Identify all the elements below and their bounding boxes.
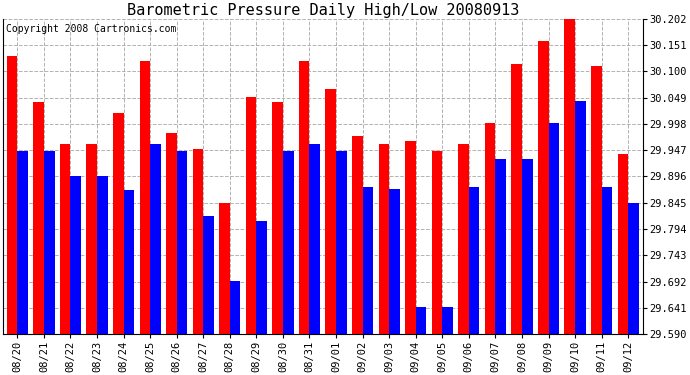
Bar — [60, 144, 70, 334]
Bar — [564, 17, 575, 334]
Bar — [522, 159, 533, 334]
Bar — [219, 203, 230, 334]
Bar — [44, 151, 55, 334]
Bar — [352, 136, 363, 334]
Bar — [166, 133, 177, 334]
Bar — [442, 307, 453, 334]
Bar — [150, 144, 161, 334]
Bar — [432, 151, 442, 334]
Bar — [538, 40, 549, 334]
Bar — [591, 66, 602, 334]
Bar — [326, 90, 336, 334]
Bar — [204, 216, 214, 334]
Bar — [379, 144, 389, 334]
Bar — [273, 102, 283, 334]
Bar — [458, 144, 469, 334]
Bar — [485, 123, 495, 334]
Bar — [602, 187, 612, 334]
Bar — [495, 159, 506, 334]
Bar — [336, 151, 346, 334]
Bar — [33, 102, 44, 334]
Bar — [363, 187, 373, 334]
Bar — [405, 141, 415, 334]
Bar — [389, 189, 400, 334]
Title: Barometric Pressure Daily High/Low 20080913: Barometric Pressure Daily High/Low 20080… — [126, 3, 519, 18]
Bar — [124, 190, 135, 334]
Bar — [193, 148, 204, 334]
Text: Copyright 2008 Cartronics.com: Copyright 2008 Cartronics.com — [6, 24, 177, 34]
Bar — [628, 203, 639, 334]
Bar — [511, 64, 522, 334]
Bar — [257, 221, 267, 334]
Bar — [469, 187, 480, 334]
Bar — [283, 151, 293, 334]
Bar — [70, 177, 81, 334]
Bar — [113, 112, 124, 334]
Bar — [549, 123, 559, 334]
Bar — [177, 151, 188, 334]
Bar — [7, 56, 17, 334]
Bar — [139, 61, 150, 334]
Bar — [246, 97, 257, 334]
Bar — [618, 154, 628, 334]
Bar — [575, 101, 586, 334]
Bar — [230, 281, 240, 334]
Bar — [299, 61, 310, 334]
Bar — [415, 307, 426, 334]
Bar — [86, 144, 97, 334]
Bar — [17, 151, 28, 334]
Bar — [97, 177, 108, 334]
Bar — [310, 144, 320, 334]
